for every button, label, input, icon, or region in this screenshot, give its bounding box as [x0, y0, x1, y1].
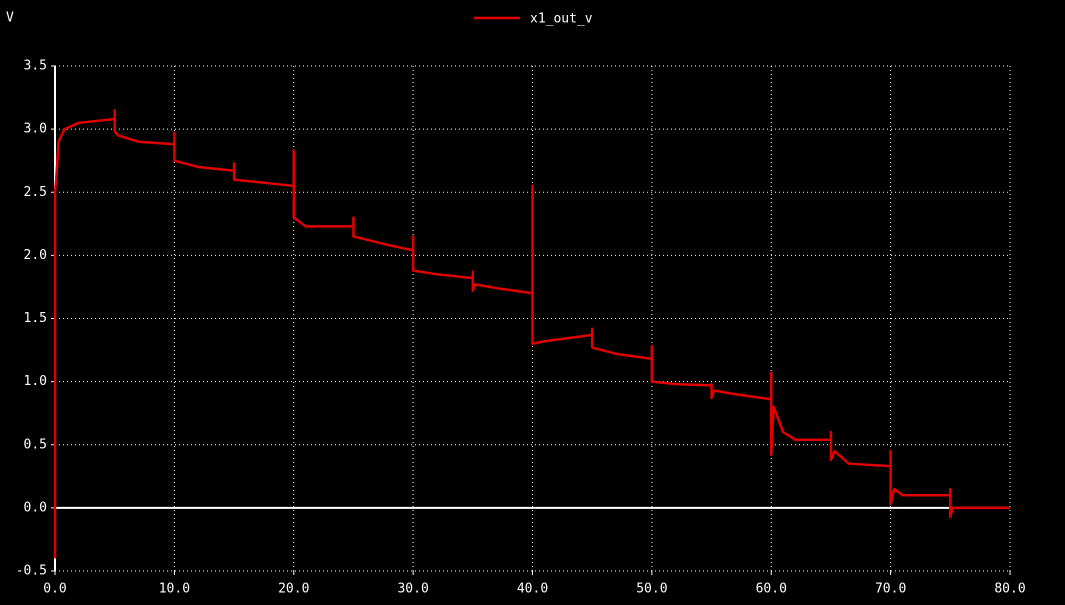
x-tick-label: 40.0 [517, 582, 548, 597]
x-tick-label: 30.0 [397, 582, 428, 597]
y-tick-label: 2.5 [24, 185, 47, 200]
y-axis-label: V [6, 11, 14, 26]
x-tick-label: 70.0 [875, 582, 906, 597]
y-tick-label: 1.0 [24, 374, 47, 389]
x-tick-label: 0.0 [43, 582, 66, 597]
y-tick-label: -0.5 [16, 564, 47, 579]
y-tick-label: 1.5 [24, 311, 47, 326]
x-tick-label: 20.0 [278, 582, 309, 597]
y-tick-label: 2.0 [24, 248, 47, 263]
legend-label: x1_out_v [530, 12, 593, 27]
x-tick-label: 60.0 [756, 582, 787, 597]
y-tick-label: 3.0 [24, 122, 47, 137]
y-tick-label: 3.5 [24, 59, 47, 74]
y-tick-label: 0.0 [24, 500, 47, 515]
x-tick-label: 80.0 [994, 582, 1025, 597]
x-tick-label: 10.0 [159, 582, 190, 597]
line-series [53, 108, 1010, 559]
y-tick-label: 0.5 [24, 437, 47, 452]
x-tick-label: 50.0 [636, 582, 667, 597]
